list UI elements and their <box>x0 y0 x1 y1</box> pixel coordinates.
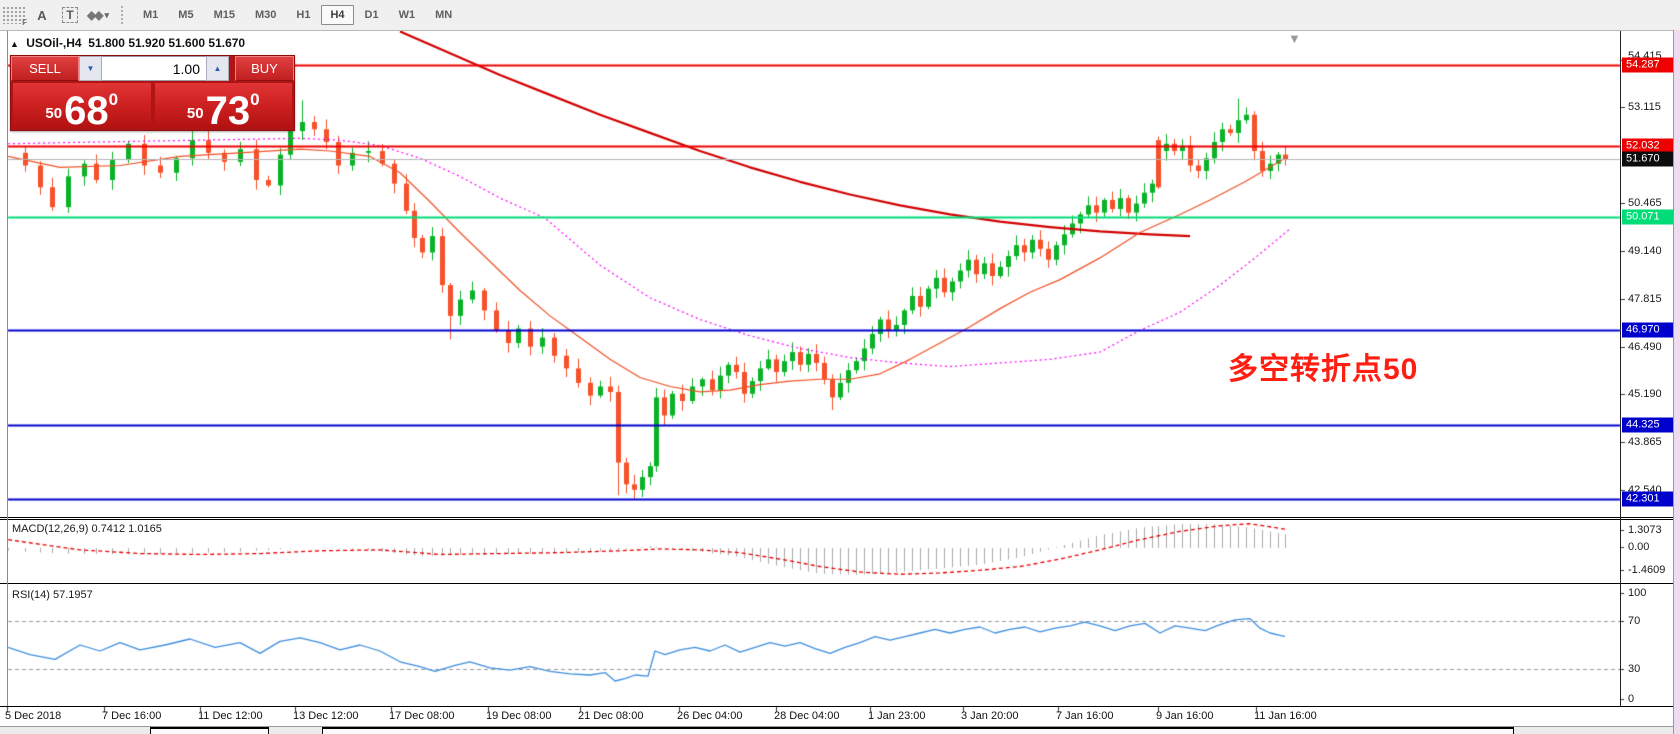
pane-border <box>7 30 8 706</box>
rsi-indicator-label: RSI(14) 57.1957 <box>12 589 93 601</box>
timeframe-button-m1[interactable]: M1 <box>143 9 159 21</box>
timeframe-button-d1[interactable]: D1 <box>364 9 379 21</box>
time-axis-label: 1 Jan 23:00 <box>868 710 926 722</box>
price-tick-label: 50.465 <box>1628 197 1662 209</box>
pane-border <box>1620 30 1621 706</box>
timeframe-button-h1[interactable]: H1 <box>296 9 311 21</box>
pane-border <box>0 706 1673 707</box>
price-badge: 46.970 <box>1622 322 1676 338</box>
time-axis-label: 26 Dec 04:00 <box>677 710 743 722</box>
price-tick-label: 46.490 <box>1628 341 1662 354</box>
rsi-axis-label: 30 <box>1628 663 1641 675</box>
pane-separator-main-macd[interactable] <box>0 519 1673 520</box>
volume-increase-button[interactable]: ▲ <box>206 56 229 81</box>
toolbar-drag-handle[interactable] <box>120 5 125 25</box>
time-axis-label: 21 Dec 08:00 <box>578 710 644 722</box>
price-tick-label: 47.815 <box>1628 293 1662 306</box>
time-axis-label: 19 Dec 08:00 <box>486 710 552 722</box>
symbol-ohlc: 51.800 51.920 51.600 51.670 <box>88 36 246 50</box>
chart-text-annotation: 多空转折点50 <box>1228 353 1419 386</box>
timeframe-button-mn[interactable]: MN <box>435 9 453 21</box>
buy-price-big: 73 <box>205 89 251 134</box>
timeframe-button-m5[interactable]: M5 <box>178 9 194 21</box>
macd-axis-label: -1.4609 <box>1628 564 1666 576</box>
one-click-trade-panel: SELL ▼ ▲ BUY 50 68 0 50 73 0 <box>10 55 295 131</box>
time-axis-label: 9 Jan 16:00 <box>1156 710 1214 722</box>
time-axis-label: 11 Dec 12:00 <box>198 710 263 722</box>
buy-price-button[interactable]: 50 73 0 <box>154 83 292 134</box>
time-axis-label: 28 Dec 04:00 <box>774 710 840 722</box>
time-axis-label: 17 Dec 08:00 <box>389 710 455 722</box>
price-tick-label: 49.140 <box>1628 245 1662 257</box>
window-edge-strip <box>1673 30 1680 734</box>
price-badge: 50.071 <box>1622 209 1676 225</box>
time-axis-label: 3 Jan 20:00 <box>961 710 1019 722</box>
buy-price-small: 50 <box>186 105 204 122</box>
timeframe-button-m15[interactable]: M15 <box>213 9 235 21</box>
timeframe-button-m30[interactable]: M30 <box>254 9 277 21</box>
rsi-axis-label: 70 <box>1628 615 1641 627</box>
price-tick-label: 45.190 <box>1628 388 1662 401</box>
price-badge: 54.287 <box>1622 57 1676 73</box>
time-axis-label: 7 Jan 16:00 <box>1056 710 1114 722</box>
chart-shift-marker-icon[interactable]: ▼ <box>1288 31 1301 46</box>
text-label-icon[interactable]: A <box>37 7 47 23</box>
text-box-icon[interactable]: T <box>62 7 78 23</box>
time-axis-label: 13 Dec 12:00 <box>293 710 359 722</box>
symbol-header: ▲ USOil-,H4 51.800 51.920 51.600 51.670 <box>10 36 245 50</box>
price-badge: 44.325 <box>1622 417 1676 433</box>
toolbar: F A T ◆◆ ▾ M1 M5 M15 M30 H1 H4 D1 W1 MN <box>0 0 1680 31</box>
pane-border <box>0 726 1673 727</box>
buy-price-sup: 0 <box>250 90 260 109</box>
symbol-name: USOil-,H4 <box>26 36 82 50</box>
volume-decrease-button[interactable]: ▼ <box>79 56 102 81</box>
sell-price-sup: 0 <box>108 90 119 109</box>
background-window-edge <box>322 727 1514 734</box>
volume-input[interactable] <box>102 56 206 81</box>
sell-price-small: 50 <box>45 105 63 122</box>
price-tick-label: 53.115 <box>1628 101 1661 113</box>
price-badge: 52.032 <box>1622 138 1676 154</box>
shapes-icon[interactable]: ◆◆ ▾ <box>87 8 109 22</box>
timeframe-button-h4[interactable]: H4 <box>321 5 354 25</box>
grid-template-icon[interactable]: F <box>2 6 27 27</box>
collapse-triangle-icon[interactable]: ▲ <box>10 39 19 49</box>
rsi-axis-label: 0 <box>1628 693 1635 705</box>
bottom-window-strip <box>0 727 1680 734</box>
time-axis-label: 5 Dec 2018 <box>5 710 62 722</box>
timeframe-button-w1[interactable]: W1 <box>398 9 416 21</box>
background-window-edge <box>150 727 269 734</box>
macd-axis-label: 1.3073 <box>1628 524 1662 536</box>
price-tick-label: 43.865 <box>1628 436 1662 449</box>
macd-indicator-label: MACD(12,26,9) 0.7412 1.0165 <box>12 523 162 535</box>
price-badge: 51.670 <box>1622 151 1676 167</box>
macd-axis-label: 0.00 <box>1628 541 1650 553</box>
time-axis-label: 7 Dec 16:00 <box>102 710 162 722</box>
time-axis-label: 11 Jan 16:00 <box>1254 710 1317 722</box>
timeframe-bar: M1 M5 M15 M30 H1 H4 D1 W1 MN <box>133 5 462 25</box>
sell-button[interactable]: SELL <box>11 56 79 81</box>
buy-button[interactable]: BUY <box>235 56 294 81</box>
sell-price-button[interactable]: 50 68 0 <box>13 83 151 134</box>
sell-price-big: 68 <box>64 89 109 134</box>
dropdown-caret-icon: ▾ <box>104 9 109 20</box>
pane-separator-macd-rsi[interactable] <box>0 583 1673 584</box>
price-badge: 42.301 <box>1622 491 1676 507</box>
rsi-axis-label: 100 <box>1628 587 1647 599</box>
pane-border <box>0 517 1673 518</box>
